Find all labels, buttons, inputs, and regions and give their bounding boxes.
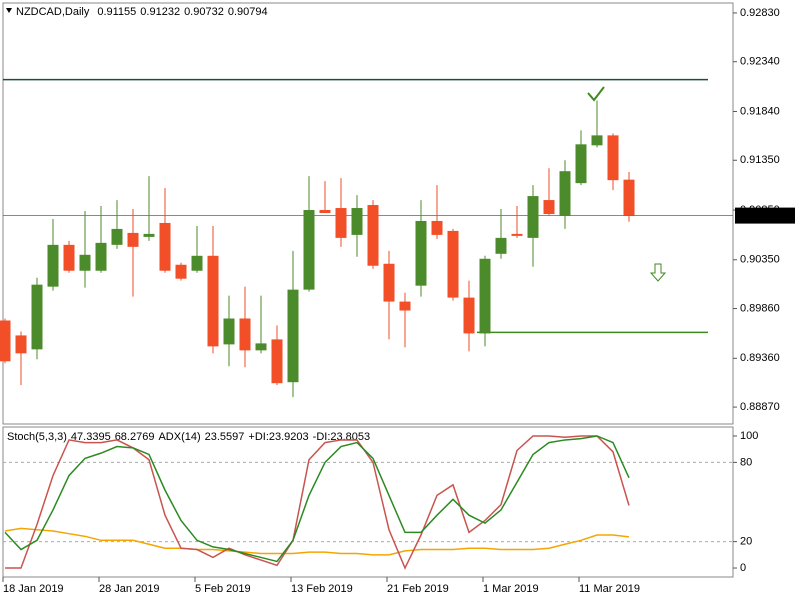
- plus-di-label: +DI:: [248, 431, 268, 443]
- x-tick-label: 1 Mar 2019: [483, 583, 539, 595]
- candle-body: [367, 205, 379, 266]
- chart-header: NZDCAD,Daily 0.91155 0.91232 0.90732 0.90794: [16, 6, 268, 18]
- candle-body: [383, 263, 395, 302]
- header-high: 0.91232: [140, 6, 180, 18]
- candle-body: [431, 220, 443, 235]
- y-tick-label: 80: [740, 456, 752, 468]
- candle-body: [287, 289, 299, 383]
- candle-body: [479, 258, 491, 334]
- candle-body: [415, 220, 427, 286]
- y-tick-label: 0.89860: [740, 302, 780, 314]
- adx-value: 23.5597: [205, 431, 245, 443]
- indicator-panel: [2, 426, 734, 578]
- candle-body: [191, 255, 203, 271]
- check-mark: [587, 86, 605, 102]
- candle-body: [607, 135, 619, 181]
- x-tick-label: 11 Mar 2019: [579, 583, 640, 595]
- candle-body: [63, 244, 75, 271]
- y-tick-label: 0.89360: [740, 352, 780, 364]
- header-open: 0.91155: [97, 6, 136, 18]
- down-arrow: [649, 263, 667, 282]
- candle-body: [303, 210, 315, 290]
- candle-body: [271, 339, 283, 384]
- y-tick-label: 0.91350: [740, 154, 780, 166]
- y-tick-label: 20: [740, 536, 752, 548]
- stoch-signal-value: 68.2769: [115, 431, 155, 443]
- candle-body: [319, 210, 331, 214]
- candle-body: [591, 135, 603, 146]
- y-tick-label: 0: [740, 562, 746, 574]
- menu-triangle[interactable]: [6, 8, 12, 13]
- header-close: 0.90794: [228, 6, 268, 18]
- candle-body: [255, 343, 267, 351]
- y-tick-label: 0.91840: [740, 105, 780, 117]
- x-tick-label: 21 Feb 2019: [387, 583, 449, 595]
- candle-body: [127, 232, 139, 247]
- x-tick-label: 18 Jan 2019: [3, 583, 64, 595]
- y-tick-label: 0.92340: [740, 56, 780, 68]
- candle-body: [111, 228, 123, 245]
- candle-body: [31, 284, 43, 350]
- y-tick-label: 100: [740, 430, 758, 442]
- candle-body: [223, 318, 235, 345]
- candle-body: [0, 320, 11, 362]
- candle-body: [47, 244, 59, 287]
- candle-body: [175, 264, 187, 279]
- candle-body: [511, 233, 523, 236]
- candle-body: [79, 254, 91, 271]
- indicator-line: [4, 527, 630, 556]
- header-low: 0.90732: [184, 6, 224, 18]
- candle-body: [543, 200, 555, 214]
- candle-body: [623, 179, 635, 216]
- adx-label: ADX(14): [158, 431, 200, 443]
- y-tick-label: 0.92830: [740, 7, 780, 19]
- candle-body: [143, 233, 155, 237]
- y-tick-label: 0.88870: [740, 401, 780, 413]
- indicator-line: [4, 435, 630, 563]
- candle-body: [95, 242, 107, 271]
- candle-body: [207, 255, 219, 347]
- indicator-header: Stoch(5,3,3) 47.3395 68.2769 ADX(14) 23.5597…: [7, 431, 370, 443]
- candle-body: [239, 318, 251, 351]
- candle-body: [399, 301, 411, 311]
- candle-body: [447, 230, 459, 298]
- candle-body: [335, 208, 347, 238]
- current-price-label: 0.90794: [740, 209, 780, 221]
- x-tick-label: 28 Jan 2019: [99, 583, 160, 595]
- x-tick-label: 13 Feb 2019: [291, 583, 353, 595]
- symbol: NZDCAD,Daily: [16, 6, 90, 18]
- candle-body: [495, 237, 507, 254]
- candle-body: [559, 171, 571, 216]
- current-price-box: [735, 207, 795, 224]
- plus-di-value: 23.9203: [269, 431, 309, 443]
- y-tick-label: 0.90350: [740, 254, 780, 266]
- stoch-main-value: 47.3395: [71, 431, 111, 443]
- candle-body: [159, 222, 171, 271]
- candle-body: [15, 335, 27, 354]
- x-tick-label: 5 Feb 2019: [195, 583, 251, 595]
- indicator-line: [5, 435, 630, 570]
- minus-di-label: -DI:: [313, 431, 331, 443]
- candle-body: [351, 208, 363, 235]
- candle-body: [463, 297, 475, 334]
- candle-body: [575, 144, 587, 184]
- candle-body: [527, 196, 539, 238]
- stoch-label: Stoch(5,3,3): [7, 431, 67, 443]
